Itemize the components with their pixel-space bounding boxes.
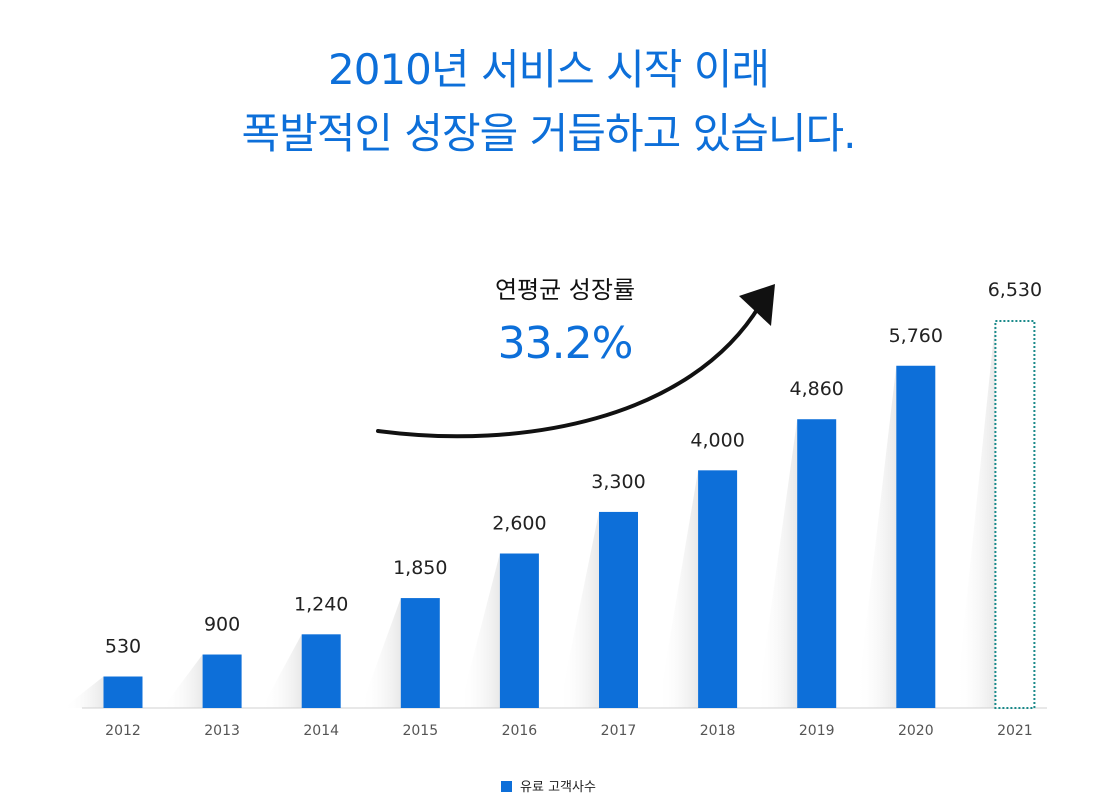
bar-shadow — [261, 634, 302, 708]
value-labels-group: 530 900 1,240 1,850 2,600 3,300 4,000 4,860 5,76… — [105, 279, 1042, 658]
bars-group — [103, 320, 1036, 709]
x-tick-label: 2020 — [898, 723, 934, 739]
chart-legend: 유료 고객사수 — [0, 776, 1097, 795]
legend-swatch — [501, 781, 513, 792]
x-tick-label: 2014 — [303, 723, 339, 739]
bar-shadow — [63, 676, 104, 708]
x-tick-label: 2017 — [601, 723, 637, 739]
bar-projected — [994, 320, 1036, 709]
legend-label: 유료 고객사수 — [520, 780, 596, 795]
bar-shadow — [459, 553, 500, 708]
bar — [499, 553, 539, 708]
bar-shadow — [757, 419, 798, 708]
bar — [698, 470, 738, 708]
cagr-value: 33.2% — [497, 318, 634, 369]
bar-shadow — [955, 320, 996, 708]
bar — [202, 654, 242, 708]
growth-arrow-head — [739, 284, 775, 326]
cagr-label: 연평균 성장률 — [494, 276, 636, 304]
bar-shadow — [856, 365, 897, 708]
bar-value-label: 4,860 — [789, 378, 843, 400]
bar-value-label: 6,530 — [988, 279, 1042, 301]
bar — [599, 511, 638, 708]
x-tick-label: 2013 — [204, 723, 240, 739]
x-tick-labels-group: 2012 2013 2014 2015 2016 2017 2018 2019 2020 2021 — [105, 723, 1033, 739]
bar-shadow — [658, 470, 699, 708]
bar-value-label: 1,240 — [294, 593, 348, 615]
bar — [301, 634, 341, 708]
bar — [103, 676, 143, 708]
bar-value-label: 4,000 — [690, 429, 744, 451]
x-tick-label: 2015 — [402, 723, 438, 739]
bar-shadow — [162, 654, 203, 708]
growth-arrow-curve — [376, 303, 762, 439]
bar-value-label: 3,300 — [591, 471, 645, 493]
bar-value-label: 1,850 — [393, 557, 447, 579]
bar — [400, 598, 440, 708]
bar-shadows — [63, 320, 996, 708]
x-tick-label: 2019 — [799, 723, 835, 739]
bar-value-label: 900 — [204, 614, 240, 636]
bar-value-label: 2,600 — [492, 513, 546, 535]
x-tick-label: 2021 — [997, 723, 1033, 739]
bar — [797, 419, 837, 708]
headline-line-1: 2010년 서비스 시작 이래 — [327, 45, 770, 94]
headline-line-2: 폭발적인 성장을 거듭하고 있습니다. — [241, 109, 856, 158]
bar-shadow — [360, 598, 401, 708]
bar-value-label: 530 — [105, 636, 141, 658]
bar-shadow — [559, 511, 599, 708]
bar — [896, 365, 936, 708]
x-tick-label: 2012 — [105, 723, 141, 739]
x-tick-label: 2016 — [502, 723, 538, 739]
x-tick-label: 2018 — [700, 723, 736, 739]
bar-value-label: 5,760 — [889, 325, 943, 347]
